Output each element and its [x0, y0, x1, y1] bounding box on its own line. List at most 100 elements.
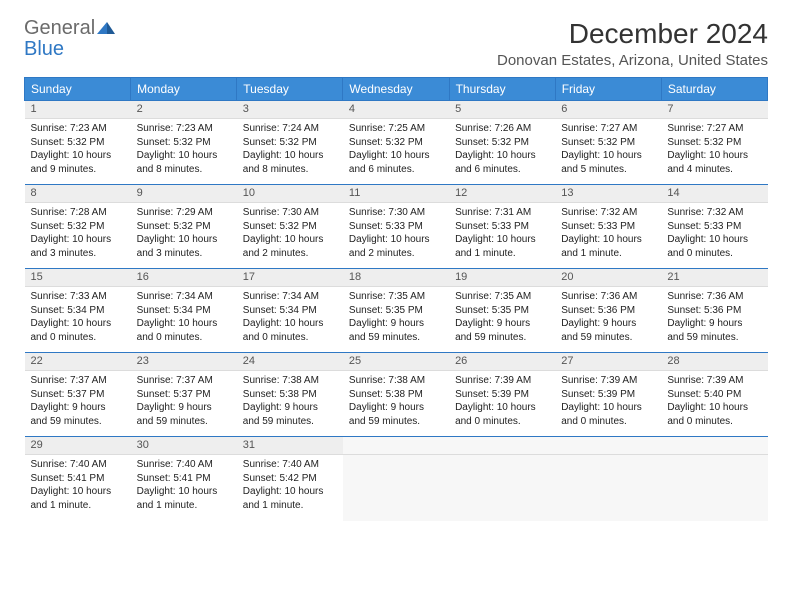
day-day1: Daylight: 9 hours — [561, 317, 655, 331]
day-number: 28 — [661, 353, 767, 371]
day-day1: Daylight: 10 hours — [137, 233, 231, 247]
day-cell: Sunrise: 7:37 AMSunset: 5:37 PMDaylight:… — [131, 371, 237, 437]
day-sunset: Sunset: 5:33 PM — [561, 220, 655, 234]
day-cell: Sunrise: 7:26 AMSunset: 5:32 PMDaylight:… — [449, 119, 555, 185]
day-cell: Sunrise: 7:28 AMSunset: 5:32 PMDaylight:… — [25, 203, 131, 269]
location: Donovan Estates, Arizona, United States — [497, 52, 768, 69]
day-sunrise: Sunrise: 7:37 AM — [137, 374, 231, 388]
header: General Blue December 2024 Donovan Estat… — [24, 18, 768, 69]
day-number: 9 — [131, 185, 237, 203]
day-number: 11 — [343, 185, 449, 203]
day-cell: Sunrise: 7:27 AMSunset: 5:32 PMDaylight:… — [661, 119, 767, 185]
day-sunrise: Sunrise: 7:37 AM — [31, 374, 125, 388]
day-day1: Daylight: 10 hours — [455, 149, 549, 163]
day-sunrise: Sunrise: 7:36 AM — [667, 290, 761, 304]
day-day1: Daylight: 10 hours — [243, 317, 337, 331]
day-number: 1 — [25, 101, 131, 119]
day-sunset: Sunset: 5:32 PM — [31, 220, 125, 234]
day-day1: Daylight: 10 hours — [31, 149, 125, 163]
day-sunset: Sunset: 5:38 PM — [243, 388, 337, 402]
day-cell: Sunrise: 7:36 AMSunset: 5:36 PMDaylight:… — [661, 287, 767, 353]
day-cell: Sunrise: 7:38 AMSunset: 5:38 PMDaylight:… — [237, 371, 343, 437]
day-number: 5 — [449, 101, 555, 119]
day-day2: and 59 minutes. — [455, 331, 549, 345]
day-sunset: Sunset: 5:34 PM — [137, 304, 231, 318]
day-sunrise: Sunrise: 7:28 AM — [31, 206, 125, 220]
day-sunset: Sunset: 5:32 PM — [243, 220, 337, 234]
day-sunrise: Sunrise: 7:35 AM — [455, 290, 549, 304]
day-day2: and 59 minutes. — [561, 331, 655, 345]
day-cell: Sunrise: 7:23 AMSunset: 5:32 PMDaylight:… — [25, 119, 131, 185]
day-sunrise: Sunrise: 7:27 AM — [561, 122, 655, 136]
day-sunrise: Sunrise: 7:38 AM — [243, 374, 337, 388]
day-day1: Daylight: 9 hours — [667, 317, 761, 331]
day-day2: and 59 minutes. — [243, 415, 337, 429]
day-number: 8 — [25, 185, 131, 203]
day-number — [555, 437, 661, 455]
day-number: 19 — [449, 269, 555, 287]
day-sunrise: Sunrise: 7:39 AM — [561, 374, 655, 388]
day-day2: and 3 minutes. — [137, 247, 231, 261]
day-day1: Daylight: 10 hours — [243, 485, 337, 499]
day-day2: and 0 minutes. — [137, 331, 231, 345]
day-day1: Daylight: 9 hours — [243, 401, 337, 415]
day-number: 7 — [661, 101, 767, 119]
day-day1: Daylight: 10 hours — [243, 149, 337, 163]
day-day1: Daylight: 9 hours — [31, 401, 125, 415]
day-body-row: Sunrise: 7:23 AMSunset: 5:32 PMDaylight:… — [25, 119, 768, 185]
day-day2: and 1 minute. — [31, 499, 125, 513]
day-sunset: Sunset: 5:33 PM — [667, 220, 761, 234]
day-day1: Daylight: 10 hours — [455, 401, 549, 415]
day-cell: Sunrise: 7:39 AMSunset: 5:40 PMDaylight:… — [661, 371, 767, 437]
day-day2: and 0 minutes. — [455, 415, 549, 429]
day-body-row: Sunrise: 7:40 AMSunset: 5:41 PMDaylight:… — [25, 455, 768, 521]
day-sunrise: Sunrise: 7:40 AM — [243, 458, 337, 472]
day-day2: and 6 minutes. — [455, 163, 549, 177]
day-day2: and 0 minutes. — [667, 415, 761, 429]
title-block: December 2024 Donovan Estates, Arizona, … — [497, 18, 768, 69]
day-cell: Sunrise: 7:39 AMSunset: 5:39 PMDaylight:… — [449, 371, 555, 437]
day-day1: Daylight: 10 hours — [31, 317, 125, 331]
daynum-row: 293031 — [25, 437, 768, 455]
day-sunrise: Sunrise: 7:24 AM — [243, 122, 337, 136]
daynum-row: 22232425262728 — [25, 353, 768, 371]
day-day2: and 2 minutes. — [243, 247, 337, 261]
day-cell: Sunrise: 7:33 AMSunset: 5:34 PMDaylight:… — [25, 287, 131, 353]
day-day1: Daylight: 10 hours — [349, 149, 443, 163]
day-number: 20 — [555, 269, 661, 287]
day-number: 18 — [343, 269, 449, 287]
day-sunrise: Sunrise: 7:38 AM — [349, 374, 443, 388]
day-sunset: Sunset: 5:35 PM — [349, 304, 443, 318]
day-number — [449, 437, 555, 455]
day-day2: and 59 minutes. — [349, 415, 443, 429]
day-number: 17 — [237, 269, 343, 287]
day-day2: and 2 minutes. — [349, 247, 443, 261]
day-body-row: Sunrise: 7:37 AMSunset: 5:37 PMDaylight:… — [25, 371, 768, 437]
day-number: 23 — [131, 353, 237, 371]
day-sunset: Sunset: 5:32 PM — [455, 136, 549, 150]
day-day1: Daylight: 10 hours — [667, 401, 761, 415]
day-cell: Sunrise: 7:30 AMSunset: 5:32 PMDaylight:… — [237, 203, 343, 269]
day-header: Wednesday — [343, 78, 449, 101]
day-day1: Daylight: 10 hours — [137, 317, 231, 331]
day-sunrise: Sunrise: 7:33 AM — [31, 290, 125, 304]
day-day1: Daylight: 10 hours — [137, 485, 231, 499]
day-header-row: Sunday Monday Tuesday Wednesday Thursday… — [25, 78, 768, 101]
day-sunset: Sunset: 5:35 PM — [455, 304, 549, 318]
day-number: 22 — [25, 353, 131, 371]
day-number: 21 — [661, 269, 767, 287]
day-day2: and 59 minutes. — [137, 415, 231, 429]
day-sunset: Sunset: 5:34 PM — [31, 304, 125, 318]
day-number: 31 — [237, 437, 343, 455]
day-sunrise: Sunrise: 7:30 AM — [349, 206, 443, 220]
day-number: 2 — [131, 101, 237, 119]
logo-blue: Blue — [24, 38, 64, 60]
day-sunrise: Sunrise: 7:27 AM — [667, 122, 761, 136]
day-sunrise: Sunrise: 7:26 AM — [455, 122, 549, 136]
day-number — [343, 437, 449, 455]
day-sunset: Sunset: 5:32 PM — [243, 136, 337, 150]
day-day2: and 8 minutes. — [137, 163, 231, 177]
day-sunrise: Sunrise: 7:29 AM — [137, 206, 231, 220]
day-cell: Sunrise: 7:34 AMSunset: 5:34 PMDaylight:… — [131, 287, 237, 353]
day-sunset: Sunset: 5:32 PM — [561, 136, 655, 150]
